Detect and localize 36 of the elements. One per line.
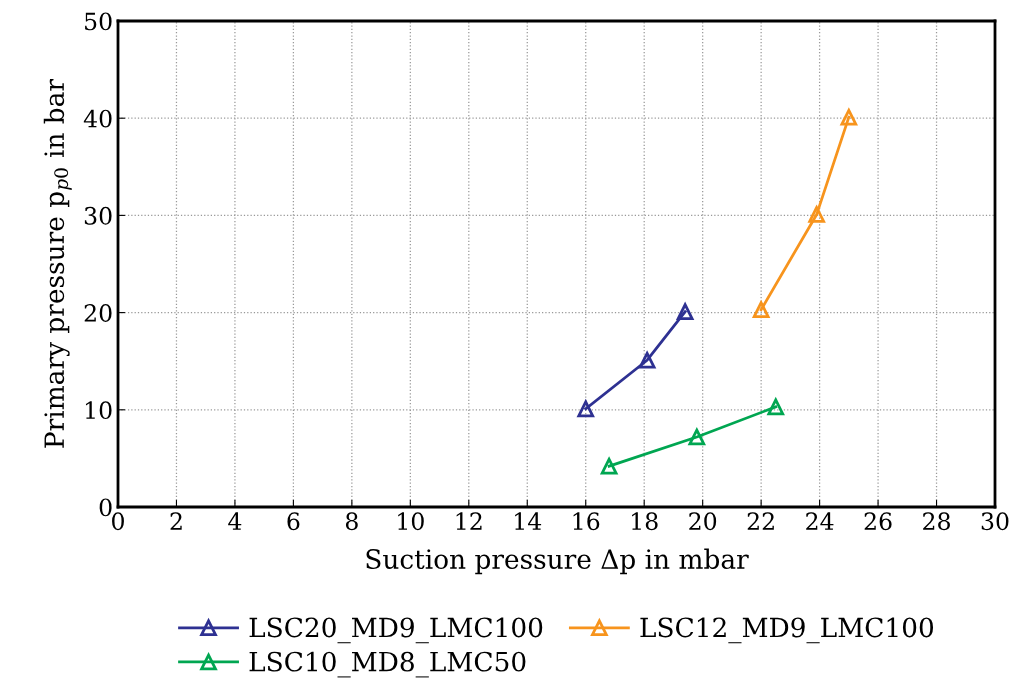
x-tick-label: 28 (923, 512, 950, 531)
legend-label: LSC12_MD9_LMC100 (640, 617, 934, 644)
y-tick-label: 20 (84, 304, 112, 322)
x-tick-label: 18 (632, 512, 658, 531)
x-tick-label: 22 (747, 512, 774, 530)
y-tick-label: 0 (99, 498, 112, 517)
point (600, 457, 618, 475)
x-tick-label: 16 (573, 512, 600, 531)
x-tick-label: 0 (112, 512, 124, 531)
x-tick-label: 12 (456, 512, 482, 530)
x-tick-label: 14 (515, 512, 542, 530)
x-tick-label: 2 (170, 512, 182, 530)
point (752, 301, 770, 319)
x-axis-title: Suction pressure Δp in mbar (366, 548, 749, 575)
y-tick-label: 10 (85, 401, 112, 420)
x-tick-label: 10 (398, 512, 424, 531)
point (638, 351, 656, 369)
y-tick-label: 50 (85, 12, 112, 31)
point (676, 303, 694, 320)
x-tick-label: 26 (864, 512, 892, 531)
x-tick-label: 6 (287, 512, 300, 531)
y-tick-label: 30 (84, 206, 112, 225)
point (688, 428, 706, 446)
x-tick-label: 30 (981, 512, 1009, 531)
point (840, 108, 858, 126)
legend-label: LSC20_MD9_LMC100 (249, 617, 543, 644)
point (577, 400, 595, 418)
legend-label: LSC10_MD8_LMC50 (249, 651, 526, 678)
point (766, 396, 785, 416)
x-tick-label: 24 (806, 512, 834, 530)
y-axis-title: Primary pressure p$_{p0}$ in bar (43, 78, 72, 448)
x-tick-label: 20 (689, 512, 717, 531)
point (808, 206, 826, 223)
x-tick-label: 8 (345, 512, 358, 531)
x-tick-label: 4 (228, 512, 242, 530)
y-tick-label: 40 (83, 109, 112, 128)
